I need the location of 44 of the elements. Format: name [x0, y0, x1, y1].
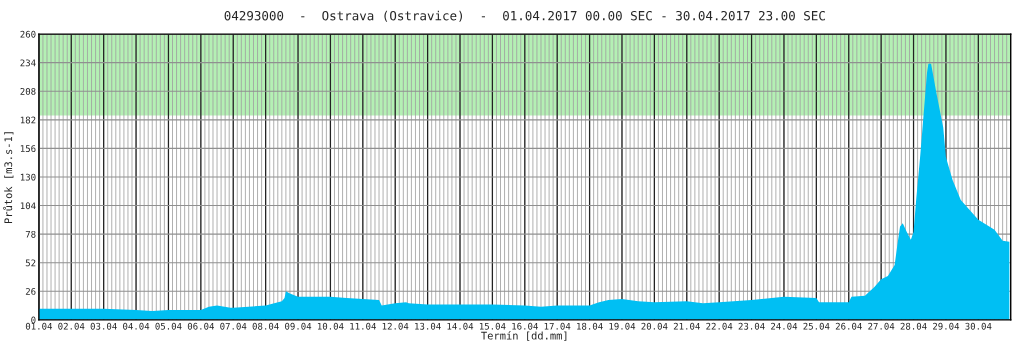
y-tick-label: 208: [20, 88, 36, 95]
x-tick-label: 01.04: [25, 322, 53, 330]
x-tick-label: 09.04: [285, 322, 312, 330]
x-tick-label: 28.04: [900, 322, 927, 330]
x-tick-label: 18.04: [577, 322, 603, 330]
x-tick-label: 11.04: [350, 322, 376, 330]
y-tick-label: 104: [20, 202, 36, 210]
x-tick-label: 12.04: [382, 322, 409, 330]
x-tick-label: 30.04: [965, 322, 992, 330]
x-tick-label: 03.04: [90, 322, 117, 330]
x-tick-label: 04.04: [123, 322, 150, 330]
x-tick-label: 19.04: [609, 322, 636, 330]
chart-title: 04293000 - Ostrava (Ostravice) - 01.04.2017 00.00 SEC - 30.04.2017 23.00 SEC: [224, 10, 825, 22]
y-tick-label: 234: [20, 59, 36, 67]
x-tick-label: 22.04: [706, 322, 733, 330]
x-tick-label: 14.04: [447, 322, 474, 330]
x-tick-label: 16.04: [512, 322, 538, 330]
y-tick-label: 130: [20, 173, 36, 181]
x-tick-label: 02.04: [58, 322, 85, 330]
x-axis-title: Termín [dd.mm]: [481, 331, 567, 341]
y-tick-label: 26: [25, 288, 36, 295]
x-tick-label: 15.04: [479, 322, 506, 330]
x-tick-label: 06.04: [187, 322, 215, 330]
x-tick-label: 21.04: [673, 322, 700, 330]
x-tick-label: 10.04: [317, 322, 344, 330]
x-tick-label: 24.04: [771, 322, 798, 330]
x-tick-label: 20.04: [641, 322, 668, 330]
y-tick-label: 156: [20, 145, 36, 152]
x-tick-label: 13.04: [415, 322, 441, 330]
y-tick-label: 260: [20, 30, 36, 38]
y-tick-label: 0: [31, 316, 36, 324]
y-tick-label: 52: [25, 259, 36, 267]
x-tick-label: 27.04: [868, 322, 895, 330]
y-axis-title: Průtok [m3.s-1]: [3, 132, 14, 224]
y-tick-label: 78: [25, 230, 36, 238]
x-tick-label: 05.04: [155, 322, 182, 330]
x-tick-label: 25.04: [803, 322, 830, 330]
x-tick-label: 08.04: [252, 322, 279, 330]
y-tick-label: 182: [20, 116, 36, 124]
x-tick-label: 29.04: [933, 322, 960, 330]
x-tick-label: 26.04: [835, 322, 862, 330]
x-tick-label: 23.04: [738, 322, 765, 330]
x-tick-label: 17.04: [544, 322, 571, 330]
x-tick-label: 07.04: [220, 322, 247, 330]
